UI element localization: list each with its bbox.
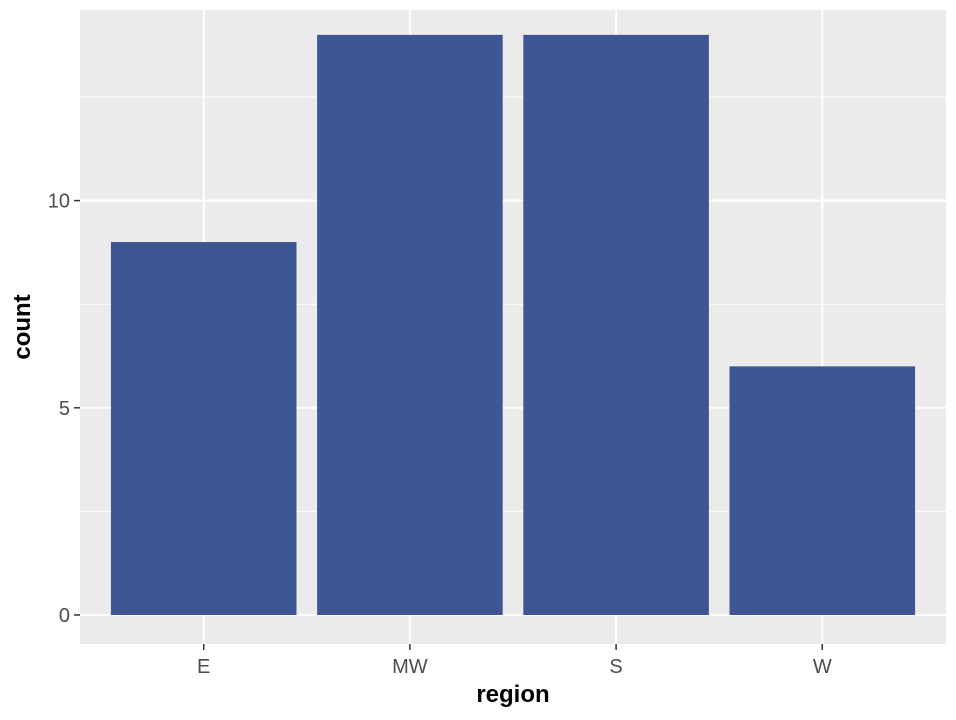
y-tick-label: 10 bbox=[48, 191, 70, 213]
x-axis: E MW S W bbox=[197, 644, 832, 678]
bar-e bbox=[110, 242, 297, 615]
bar-w bbox=[729, 366, 916, 615]
x-tick-label: MW bbox=[392, 656, 428, 678]
y-axis-title: count bbox=[9, 294, 36, 359]
bar-mw bbox=[317, 34, 503, 615]
y-axis: 0 5 10 bbox=[48, 191, 80, 627]
x-tick-label: W bbox=[813, 656, 832, 678]
y-tick-label: 0 bbox=[59, 605, 70, 627]
bar-s bbox=[523, 34, 709, 615]
x-tick-label: S bbox=[609, 656, 622, 678]
bars bbox=[110, 34, 916, 615]
y-tick-label: 5 bbox=[59, 398, 70, 420]
x-tick-label: E bbox=[197, 656, 210, 678]
x-axis-title: region bbox=[476, 681, 549, 708]
